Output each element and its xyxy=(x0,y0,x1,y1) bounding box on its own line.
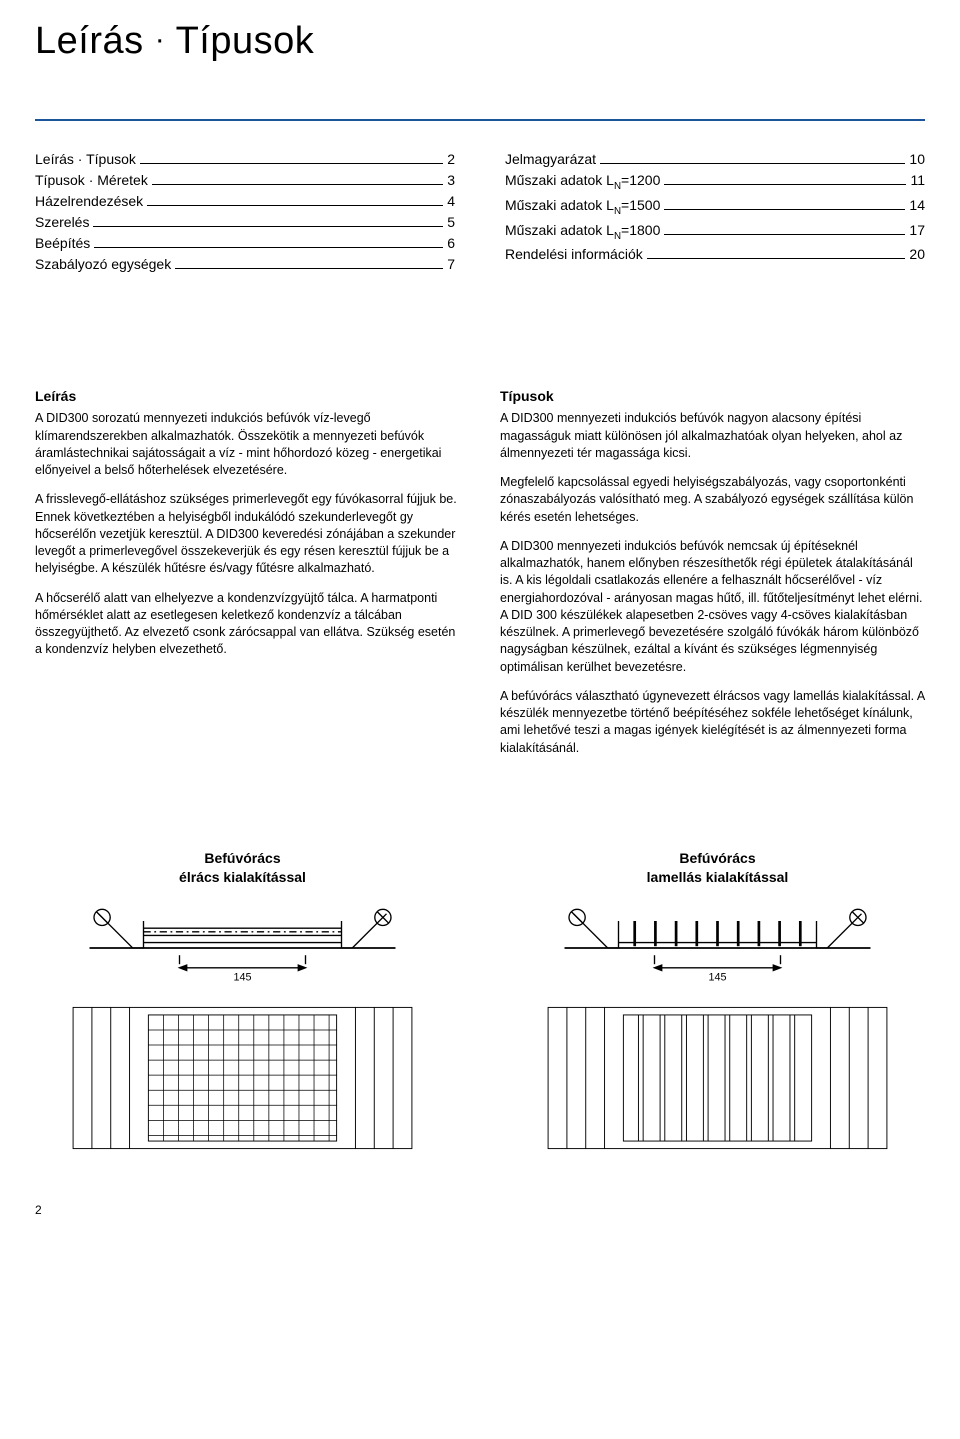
leiras-heading: Leírás xyxy=(35,387,460,406)
leiras-p3: A hőcserélő alatt van elhelyezve a konde… xyxy=(35,590,460,659)
toc-leader xyxy=(664,234,905,235)
toc-label: Jelmagyarázat xyxy=(505,151,596,167)
toc-label: Szerelés xyxy=(35,214,89,230)
toc-row: Házelrendezések 4 xyxy=(35,193,455,209)
toc-row: Műszaki adatok LN=1500 14 xyxy=(505,197,925,217)
diagram-left-grid xyxy=(35,998,450,1158)
toc-leader xyxy=(175,268,443,269)
tipusok-p2: Megfelelő kapcsolással egyedi helyiségsz… xyxy=(500,474,925,526)
toc-label: Házelrendezések xyxy=(35,193,143,209)
toc-leader xyxy=(647,258,906,259)
tipusok-p4: A befúvórács választható úgynevezett élr… xyxy=(500,688,925,757)
diagram-right-cross-section: 145 xyxy=(510,903,925,993)
toc-label: Leírás · Típusok xyxy=(35,151,136,167)
toc-row: Leírás · Típusok 2 xyxy=(35,151,455,167)
toc-row: Műszaki adatok LN=1800 17 xyxy=(505,222,925,242)
diagram-right-block: Befúvórács lamellás kialakítással xyxy=(510,849,925,1163)
toc-row: Típusok · Méretek 3 xyxy=(35,172,455,188)
leiras-p2: A frisslevegő-ellátáshoz szükséges prime… xyxy=(35,491,460,577)
toc-label: Műszaki adatok LN=1800 xyxy=(505,222,660,242)
toc-page: 11 xyxy=(910,172,925,188)
toc-page: 3 xyxy=(447,172,455,188)
toc-leader xyxy=(94,247,443,248)
diagram-left-dim: 145 xyxy=(234,971,252,983)
toc-leader xyxy=(664,209,905,210)
body-columns: Leírás A DID300 sorozatú mennyezeti indu… xyxy=(35,387,925,769)
toc-row: Beépítés 6 xyxy=(35,235,455,251)
toc-page: 14 xyxy=(909,197,925,213)
title-dot: · xyxy=(155,23,166,56)
toc-page: 17 xyxy=(909,222,925,238)
toc-page: 4 xyxy=(447,193,455,209)
title-part1: Leírás xyxy=(35,20,144,62)
toc-page: 7 xyxy=(447,256,455,272)
toc-leader xyxy=(600,163,905,164)
toc-page: 10 xyxy=(909,151,925,167)
toc-page: 5 xyxy=(447,214,455,230)
title-part2: Típusok xyxy=(176,20,315,62)
tipusok-p1: A DID300 mennyezeti indukciós befúvók na… xyxy=(500,410,925,462)
page-number: 2 xyxy=(35,1203,925,1217)
toc-leader xyxy=(93,226,443,227)
toc-leader xyxy=(664,184,906,185)
leiras-p1: A DID300 sorozatú mennyezeti indukciós b… xyxy=(35,410,460,479)
tipusok-heading: Típusok xyxy=(500,387,925,406)
toc-row: Rendelési információk 20 xyxy=(505,246,925,262)
toc-left-column: Leírás · Típusok 2 Típusok · Méretek 3 Házel… xyxy=(35,151,455,277)
toc-label: Szabályozó egységek xyxy=(35,256,171,272)
toc-row: Szerelés 5 xyxy=(35,214,455,230)
diagram-right-grid xyxy=(510,998,925,1158)
diagram-left-cross-section: 145 xyxy=(35,903,450,993)
toc-label: Rendelési információk xyxy=(505,246,643,262)
diagram-right-caption: Befúvórács lamellás kialakítással xyxy=(510,849,925,887)
page-title: Leírás · Típusok xyxy=(35,20,925,63)
toc-label: Beépítés xyxy=(35,235,90,251)
tipusok-p3: A DID300 mennyezeti indukciós befúvók ne… xyxy=(500,538,925,676)
toc-page: 20 xyxy=(909,246,925,262)
diagram-left-block: Befúvórács élrács kialakítással xyxy=(35,849,450,1163)
toc-leader xyxy=(147,205,443,206)
toc-right-column: Jelmagyarázat10Műszaki adatok LN=120011M… xyxy=(505,151,925,277)
toc-label: Műszaki adatok LN=1200 xyxy=(505,172,660,192)
diagram-right-dim: 145 xyxy=(709,971,727,983)
body-left-column: Leírás A DID300 sorozatú mennyezeti indu… xyxy=(35,387,460,769)
toc-label: Műszaki adatok LN=1500 xyxy=(505,197,660,217)
toc-row: Műszaki adatok LN=1200 11 xyxy=(505,172,925,192)
diagram-left-caption: Befúvórács élrács kialakítással xyxy=(35,849,450,887)
toc-container: Leírás · Típusok 2 Típusok · Méretek 3 Házel… xyxy=(35,151,925,277)
body-right-column: Típusok A DID300 mennyezeti indukciós be… xyxy=(500,387,925,769)
toc-page: 6 xyxy=(447,235,455,251)
horizontal-rule xyxy=(35,119,925,121)
diagrams-row: Befúvórács élrács kialakítással xyxy=(35,849,925,1163)
toc-leader xyxy=(152,184,443,185)
toc-row: Jelmagyarázat 10 xyxy=(505,151,925,167)
toc-page: 2 xyxy=(447,151,455,167)
toc-label: Típusok · Méretek xyxy=(35,172,148,188)
toc-row: Szabályozó egységek 7 xyxy=(35,256,455,272)
toc-leader xyxy=(140,163,443,164)
